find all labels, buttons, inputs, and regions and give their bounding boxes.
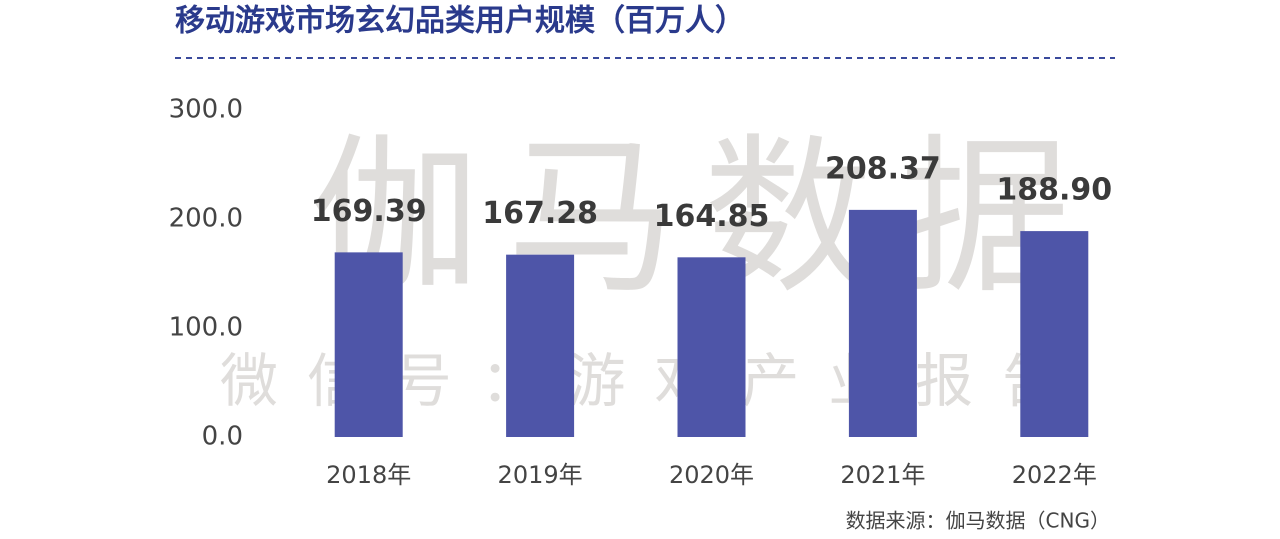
data-label: 188.90 [996, 173, 1112, 208]
y-tick-label: 200.0 [169, 204, 243, 234]
bar [677, 257, 746, 437]
y-tick-label: 0.0 [202, 422, 243, 452]
data-label: 164.85 [654, 199, 770, 234]
y-tick-label: 300.0 [169, 95, 243, 125]
source-note: 数据来源：伽马数据（CNG） [846, 509, 1110, 533]
bar [1020, 231, 1089, 437]
x-tick-label: 2022年 [1012, 461, 1097, 489]
x-tick-label: 2018年 [326, 461, 411, 489]
data-label: 208.37 [825, 151, 941, 186]
x-tick-label: 2020年 [669, 461, 754, 489]
x-tick-label: 2021年 [840, 461, 925, 489]
y-tick-label: 100.0 [169, 313, 243, 343]
bar [848, 209, 917, 437]
bar [506, 254, 575, 437]
bar [334, 252, 403, 437]
chart-title: 移动游戏市场玄幻品类用户规模（百万人） [175, 4, 745, 39]
data-label: 169.39 [311, 194, 427, 229]
data-label: 167.28 [482, 196, 598, 231]
x-tick-label: 2019年 [498, 461, 583, 489]
